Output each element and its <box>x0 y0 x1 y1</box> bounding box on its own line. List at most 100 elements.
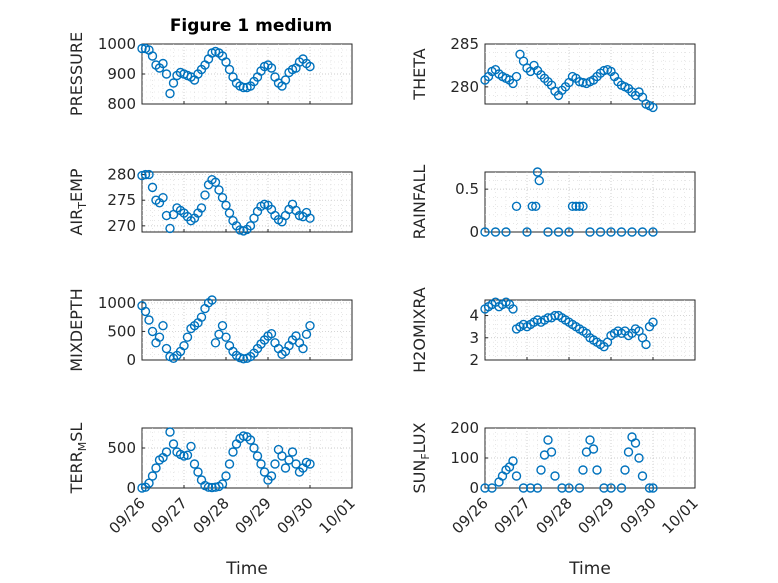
x-tick-label: 09/27 <box>491 494 534 537</box>
data-point <box>207 295 217 305</box>
data-point <box>527 201 537 211</box>
data-point <box>648 317 658 327</box>
data-point <box>634 453 644 463</box>
data-point <box>644 483 655 493</box>
data-point <box>179 341 189 351</box>
data-point <box>200 190 210 200</box>
data-point <box>637 227 648 237</box>
data-point <box>487 483 497 493</box>
data-point <box>305 459 315 469</box>
y-axis-label: PRESSURE <box>67 32 86 116</box>
data-point <box>224 208 235 218</box>
data-point <box>599 65 609 76</box>
y-tick-label: 900 <box>107 65 136 83</box>
x-tick-label: 09/30 <box>274 494 317 537</box>
data-point <box>531 201 541 211</box>
data-point <box>585 227 595 237</box>
data-point <box>557 483 567 493</box>
data-point <box>588 444 599 454</box>
data-point <box>221 200 231 211</box>
y-tick-label: 0 <box>126 479 136 497</box>
data-point <box>648 483 658 493</box>
data-point <box>578 77 588 88</box>
data-point <box>546 447 557 457</box>
data-point <box>525 483 536 493</box>
data-point <box>203 482 214 492</box>
x-tick-label: 09/28 <box>533 494 576 537</box>
data-point <box>217 479 228 489</box>
data-point <box>221 332 231 342</box>
x-tick-label: 09/26 <box>106 494 149 537</box>
data-point <box>641 339 651 350</box>
data-point <box>574 201 585 211</box>
y-tick-label: 0 <box>469 479 479 497</box>
data-point <box>140 306 151 317</box>
y-axis-label: TERRMSL <box>67 423 89 495</box>
data-point <box>165 223 175 234</box>
data-point <box>161 343 172 354</box>
y-tick-label: 4 <box>469 307 479 325</box>
y-tick-label: 285 <box>450 35 479 53</box>
data-point <box>144 315 154 325</box>
subplot-h2omixra: 2 3 4 H2OMIXRA <box>410 287 696 373</box>
data-point <box>623 447 634 457</box>
data-point <box>147 471 158 481</box>
data-point <box>151 463 161 473</box>
data-point <box>221 471 231 481</box>
data-point <box>280 75 291 85</box>
data-point <box>543 227 553 237</box>
y-tick-label: 1000 <box>98 35 136 53</box>
y-axis-label: SUNFLUX <box>410 422 432 493</box>
y-tick-label: 100 <box>450 449 479 467</box>
data-point <box>606 227 616 237</box>
y-tick-label: 280 <box>450 78 479 96</box>
x-axis-label: Time <box>225 559 268 579</box>
data-point <box>571 201 581 211</box>
x-tick-label: 09/26 <box>449 494 492 537</box>
data-point <box>193 467 203 477</box>
data-point <box>256 459 266 469</box>
data-point <box>630 438 641 448</box>
data-point <box>574 483 585 493</box>
y-axis-label: H2OMIXRA <box>410 287 429 373</box>
data-point <box>189 459 200 469</box>
data-point <box>578 201 588 211</box>
data-point <box>217 321 228 331</box>
data-point <box>508 456 518 466</box>
data-point <box>210 177 221 187</box>
data-point <box>161 447 172 457</box>
data-point <box>158 58 168 69</box>
data-point <box>168 78 179 88</box>
data-point <box>511 71 522 82</box>
data-point <box>305 321 315 331</box>
data-point <box>480 227 490 237</box>
data-point <box>553 227 564 237</box>
data-point <box>599 483 609 493</box>
data-point <box>564 483 574 493</box>
data-point <box>161 69 172 79</box>
y-tick-label: 500 <box>107 322 136 340</box>
subplot-theta: 280 285 THETA <box>410 35 696 113</box>
data-point <box>245 435 256 445</box>
data-point <box>564 227 574 237</box>
data-point <box>508 304 518 314</box>
x-tick-label: 09/29 <box>232 494 275 537</box>
data-point <box>620 465 630 475</box>
plot-area <box>141 171 353 233</box>
data-point <box>266 329 277 339</box>
data-point <box>207 482 217 493</box>
data-point <box>165 88 175 99</box>
data-point <box>287 447 298 457</box>
data-point <box>245 221 256 231</box>
data-point <box>154 332 165 342</box>
data-point <box>266 63 277 73</box>
data-point <box>592 465 602 475</box>
data-point <box>224 64 235 75</box>
data-point <box>585 435 595 445</box>
data-point <box>648 102 658 113</box>
x-tick-label: 10/01 <box>659 494 702 537</box>
data-point <box>532 167 543 177</box>
data-point <box>280 463 291 473</box>
y-tick-label: 275 <box>107 191 136 209</box>
data-point <box>196 203 207 213</box>
